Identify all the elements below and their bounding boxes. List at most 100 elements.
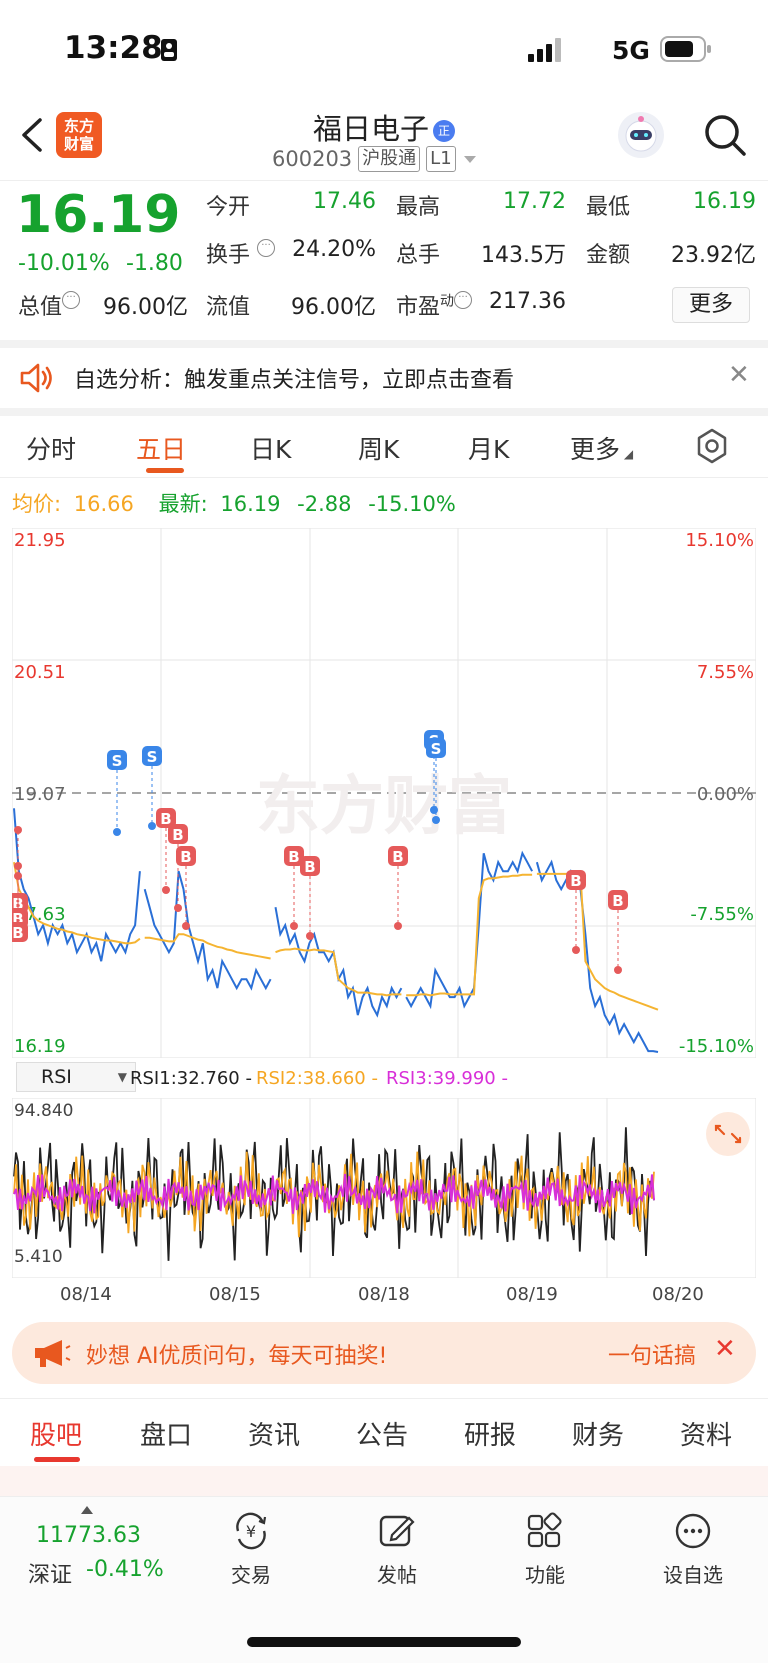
x-axis-dates: 08/14 08/15 08/18 08/19 08/20 [12,1284,756,1310]
connect-badge: 沪股通 [358,146,421,172]
promo-right-text[interactable]: 一句话搞 [608,1344,697,1369]
tab-daily-k[interactable]: 日K [250,435,292,464]
x-tick: 08/14 [60,1284,112,1305]
quote-panel: 16.19 -10.01% -1.80 今开 17.46 最高 17.72 最低… [0,180,768,340]
info-dots-icon[interactable]: ··· [62,291,81,309]
tab-intraday[interactable]: 分时 [26,435,77,464]
search-icon[interactable] [702,112,748,158]
alert-text: 自选分析：触发重点关注信号，立即点击查看 [74,368,515,393]
tab-monthly-k[interactable]: 月K [468,435,510,464]
tab-guba[interactable]: 股吧 [30,1421,83,1451]
nav-post[interactable]: 发帖 [352,1511,442,1588]
level-badge: L1 [426,146,456,172]
amount-label: 金额 [586,243,631,268]
rsi3-line [13,1173,655,1215]
rsi2-label: RSI2:38.660 - [256,1068,378,1089]
amount-value: 23.92亿 [671,243,756,268]
mktcap-label: 总值 ··· [18,289,81,321]
tab-more[interactable]: 更多 ◢ [570,435,634,464]
five-day-chart[interactable]: 东方财富 21.95 20.51 19.07 17.63 16.19 15.10… [12,528,756,1058]
index-name[interactable]: 深证 [28,1563,73,1588]
svg-text:B: B [160,810,171,828]
tab-pankou[interactable]: 盘口 [140,1421,193,1451]
chart-tabs: 分时 五日 日K 周K 月K 更多 ◢ [0,416,768,478]
x-tick: 08/20 [652,1284,704,1305]
tab-profile[interactable]: 资料 [680,1421,733,1451]
change-amount: -1.80 [126,251,183,276]
svg-text:¥: ¥ [246,1522,256,1541]
rsi-min-label: 5.410 [14,1247,63,1267]
svg-text:S: S [147,748,158,766]
expand-icon[interactable] [706,1112,750,1156]
info-dots-icon[interactable]: ··· [454,291,473,309]
close-icon[interactable]: ✕ [714,1334,736,1364]
tab-research[interactable]: 研报 [464,1421,517,1451]
megaphone-icon [35,1340,71,1367]
rsi-legend: RSI ▼ RSI1:32.760 - RSI2:38.660 - RSI3:39… [12,1062,756,1094]
yen-exchange-icon: ¥ [236,1512,267,1550]
id-card-icon [161,39,177,61]
more-button[interactable]: 更多 [672,287,750,323]
stock-code-row[interactable]: 600203 沪股通 L1 [272,146,478,172]
left-ticks: 21.95 20.51 19.07 17.63 16.19 [14,530,66,1057]
x-tick: 08/18 [358,1284,410,1305]
last-change: -2.88 [297,492,352,516]
tab-weekly-k[interactable]: 周K [358,435,400,464]
chart-gridlines [12,528,756,1058]
header: 东方 财富 福日电子正 600203 沪股通 L1 [0,100,768,180]
low-label: 最低 [586,195,631,220]
tab-news[interactable]: 资讯 [248,1421,301,1451]
alert-banner[interactable]: 自选分析：触发重点关注信号，立即点击查看 ✕ [0,348,768,408]
buy-mark: B [284,846,304,930]
nav-add-watchlist[interactable]: 设自选 [648,1511,738,1588]
index-value[interactable]: 11773.63 [36,1523,141,1548]
buy-mark: B [168,824,188,912]
turnover-value: 24.20% [292,237,376,262]
battery-icon [660,36,711,62]
feed-peek [0,1466,768,1496]
svg-text:B: B [612,892,623,910]
rsi-chart[interactable]: 94.840 5.410 [11,1097,757,1279]
mktcap-value: 96.00亿 [103,295,188,320]
x-tick: 08/15 [209,1284,261,1305]
nav-trade[interactable]: ¥ 交易 [206,1511,296,1588]
bottom-nav: 11773.63 深证 -0.41% ¥ 交易 发帖 功能 设自选 [0,1496,768,1663]
tab-announcements[interactable]: 公告 [356,1421,409,1451]
avg-price-line [13,862,659,1011]
active-tab-indicator [34,1457,80,1462]
promo-banner[interactable]: 妙想 AI优质问句，每天可抽奖! 一句话搞 ✕ [12,1322,756,1384]
svg-text:B: B [180,848,191,866]
change-pct: -10.01% [18,251,110,276]
open-value: 17.46 [313,189,376,214]
indicator-selector[interactable]: RSI ▼ [16,1062,136,1092]
y-tick: 20.51 [14,662,66,683]
close-icon[interactable]: ✕ [728,360,750,390]
sell-mark: S [426,738,446,824]
active-tab-indicator [146,468,184,473]
nav-functions[interactable]: 功能 [500,1511,590,1588]
tab-finance[interactable]: 财务 [572,1421,625,1451]
divider [0,340,768,348]
y-tick: 21.95 [14,530,66,551]
edit-icon [379,1515,415,1547]
turnover-label: 换手 ··· [206,237,276,269]
tab-five-day[interactable]: 五日 [136,435,187,464]
pe-label: 市盈动 ··· [396,289,473,321]
buy-mark: B [300,856,320,940]
pe-value: 217.36 [489,289,566,314]
svg-text:S: S [112,752,123,770]
y-tick: 16.19 [14,1036,66,1057]
back-icon[interactable] [18,114,48,156]
gear-icon[interactable] [694,428,730,464]
index-change[interactable]: -0.41% [86,1557,164,1582]
info-dots-icon[interactable]: ··· [257,239,276,257]
rsi-max-label: 94.840 [14,1101,73,1121]
avg-label: 均价: [12,492,62,516]
assistant-avatar[interactable] [618,112,664,158]
rsi-chart-svg: 94.840 5.410 [11,1097,757,1279]
app-logo[interactable]: 东方 财富 [56,112,102,158]
speaker-icon [20,363,52,393]
open-label: 今开 [206,195,251,220]
y-tick-right: -15.10% [679,1036,754,1057]
y-tick-right: 7.55% [697,662,754,683]
